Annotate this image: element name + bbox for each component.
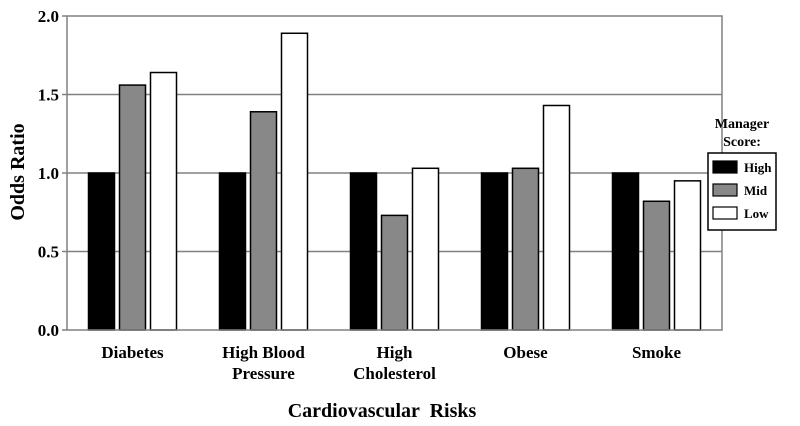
y-axis-ticks: 0.0 0.5 1.0 1.5 2.0 [38, 7, 67, 340]
bar-mid [511, 167, 540, 331]
legend-swatch-mid [712, 183, 738, 197]
x-category-label: Obese [503, 343, 548, 362]
legend-label-mid: Mid [744, 183, 768, 198]
x-category-label-line: Cholesterol [353, 364, 436, 383]
y-tick-label: 1.0 [38, 164, 59, 183]
x-category-label: High Blood Pressure [222, 343, 305, 383]
bar-low [673, 180, 702, 331]
y-tick-label: 1.5 [38, 86, 59, 105]
bar-mid [642, 200, 671, 331]
y-tick-label: 0.0 [38, 321, 59, 340]
y-tick-label: 0.5 [38, 243, 59, 262]
y-tick-label: 2.0 [38, 7, 59, 26]
x-category-label-line: Obese [503, 343, 548, 362]
legend-label-high: High [744, 160, 772, 175]
legend-swatch-low [712, 206, 738, 220]
x-axis-title: Cardiovascular Risks [288, 400, 477, 422]
x-category-label-line: High [377, 343, 413, 362]
legend-title-line-1: Manager [715, 117, 769, 132]
bar-high [87, 172, 116, 331]
bar-mid [249, 111, 278, 331]
bars [87, 32, 702, 331]
y-axis-title: Odds Ratio [7, 123, 29, 220]
bar-mid [118, 84, 147, 331]
legend-title-line-2: Score: [723, 135, 761, 150]
bar-high [480, 172, 509, 331]
bar-low [149, 71, 178, 331]
legend: Manager Score: High Mid Low [707, 117, 777, 231]
bar-low [411, 167, 440, 331]
x-category-label-line: High Blood [222, 343, 305, 362]
legend-label-low: Low [744, 206, 769, 221]
bar-mid [380, 214, 409, 331]
bar-low [542, 104, 571, 331]
x-category-label-line: Diabetes [101, 343, 164, 362]
bar-high [611, 172, 640, 331]
x-category-label-line: Pressure [232, 364, 295, 383]
x-axis-categories: Diabetes High Blood Pressure High Cholestero… [101, 343, 681, 383]
x-category-label: Smoke [632, 343, 682, 362]
x-category-label: Diabetes [101, 343, 164, 362]
x-category-label: High Cholesterol [353, 343, 436, 383]
bar-low [280, 32, 309, 331]
x-category-label-line: Smoke [632, 343, 682, 362]
legend-swatch-high [712, 160, 738, 174]
bar-high [349, 172, 378, 331]
bar-high [218, 172, 247, 331]
legend-items: High Mid Low [712, 160, 772, 221]
